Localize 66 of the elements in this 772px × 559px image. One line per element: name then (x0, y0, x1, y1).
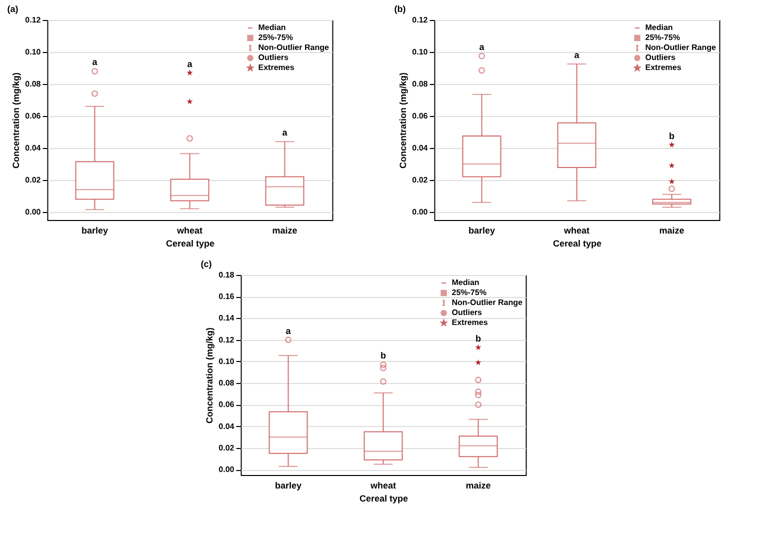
y-tick-label: 0.06 (218, 400, 235, 410)
x-tick-label: wheat (562, 226, 590, 236)
x-tick-label: wheat (369, 480, 396, 490)
y-tick-label: 0.12 (25, 16, 42, 24)
annotation: b (476, 333, 482, 344)
annotation: 25%-75% (452, 288, 486, 297)
annotation: Non-Outlier Range (258, 43, 330, 52)
annotation: b (380, 350, 386, 361)
x-tick-label: wheat (176, 226, 203, 236)
y-tick-label: 0.10 (25, 48, 42, 56)
legend-label: Extremes (258, 63, 295, 72)
x-tick-label: barley (468, 226, 496, 236)
annotation: Median (645, 23, 673, 32)
y-tick-label: 0.08 (25, 80, 42, 88)
y-tick-label: 0.00 (218, 465, 235, 474)
y-tick-label: 0.04 (25, 144, 42, 152)
annotation: Median (452, 278, 480, 287)
y-axis-title: Concentration (mg/kg) (398, 72, 408, 168)
annotation: 25%-75% (645, 33, 680, 42)
chart-title: (b) (394, 4, 406, 14)
y-tick-label: 0.08 (412, 80, 428, 88)
y-tick-label: 0.02 (412, 176, 428, 184)
y-tick-label: 0.02 (25, 176, 42, 184)
y-tick-label: 0.10 (412, 48, 428, 56)
annotation: a (479, 42, 486, 52)
y-tick-label: 0.12 (218, 335, 235, 344)
annotation: a (282, 128, 288, 138)
y-tick-label: 0.00 (412, 208, 428, 216)
annotation: 25%-75% (258, 33, 293, 42)
x-axis-title: Cereal type (166, 238, 215, 248)
y-tick-label: 0.06 (25, 112, 42, 120)
annotation: Outliers (258, 53, 290, 62)
y-tick-label: 0.04 (218, 422, 235, 431)
y-tick-label: 0.14 (218, 314, 235, 323)
annotation: Non-Outlier Range (645, 43, 716, 52)
annotation: a (187, 58, 194, 69)
x-tick-label: maize (272, 226, 298, 236)
y-tick-label: 0.18 (218, 270, 235, 280)
y-axis-title: Concentration (mg/kg) (11, 72, 22, 168)
annotation: Non-Outlier Range (452, 298, 523, 307)
y-tick-label: 0.06 (412, 112, 428, 120)
y-tick-label: 0.08 (218, 378, 235, 388)
y-tick-label: 0.12 (412, 16, 428, 24)
x-tick-label: barley (274, 480, 302, 490)
annotation: a (286, 326, 292, 336)
x-tick-label: maize (659, 226, 684, 236)
annotation: a (92, 57, 98, 68)
y-tick-label: 0.16 (218, 292, 235, 302)
y-tick-label: 0.02 (218, 443, 235, 452)
annotation: Outliers (452, 308, 483, 317)
y-tick-label: 0.10 (218, 356, 235, 366)
chart-title: (a) (7, 4, 18, 14)
x-tick-label: barley (81, 226, 108, 236)
chart-title: (c) (200, 259, 212, 269)
y-axis-title: Concentration (mg/kg) (204, 328, 215, 424)
legend-label: Extremes (645, 63, 682, 72)
annotation: a (574, 50, 580, 60)
x-axis-title: Cereal type (359, 494, 408, 504)
x-tick-label: maize (466, 480, 491, 490)
x-axis-title: Cereal type (552, 238, 602, 248)
y-tick-label: 0.00 (25, 208, 42, 216)
y-tick-label: 0.04 (412, 144, 428, 152)
annotation: Outliers (645, 53, 676, 62)
legend-label: Extremes (452, 318, 488, 327)
annotation: b (669, 130, 675, 141)
annotation: Median (258, 23, 286, 32)
